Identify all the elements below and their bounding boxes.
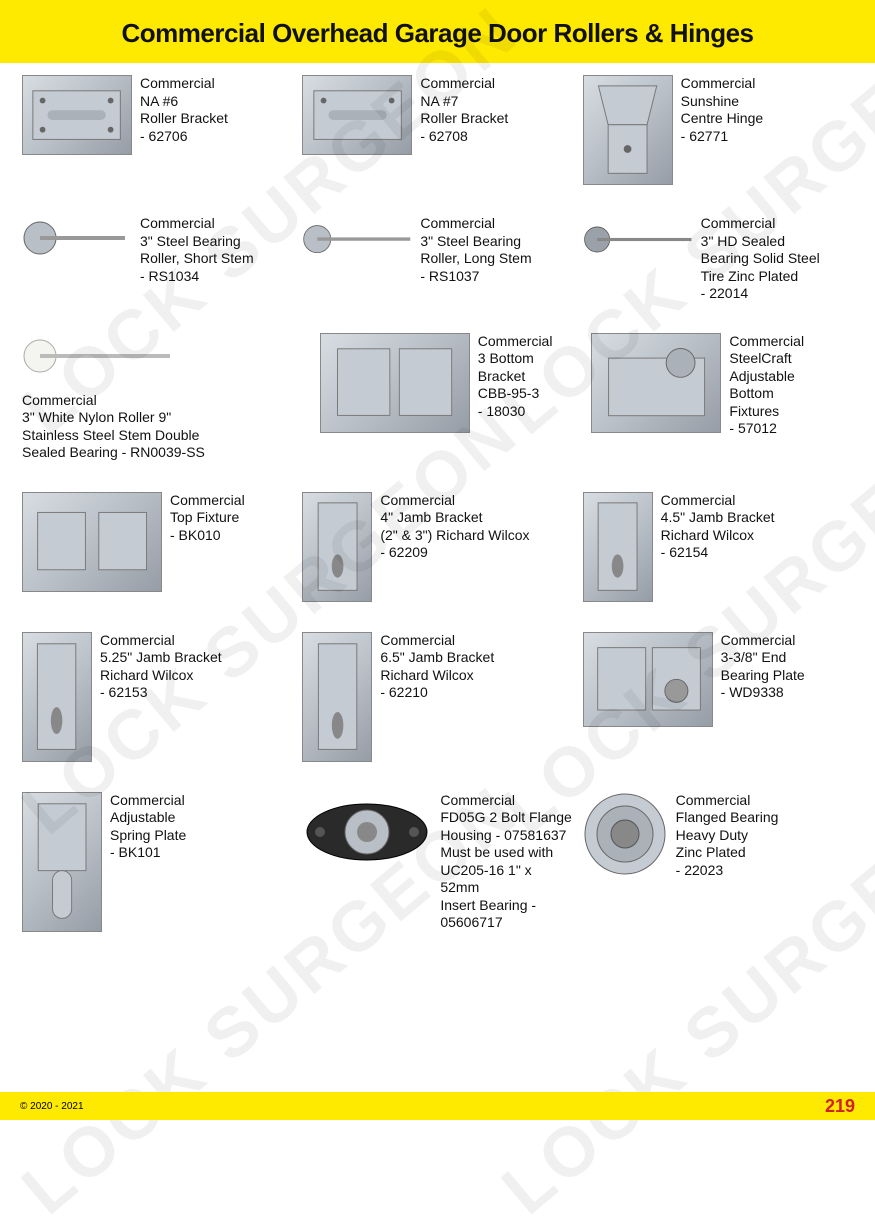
- product-cell: Commercial3" Steel BearingRoller, Short …: [22, 215, 292, 303]
- product-label: Commercial3 Bottom BracketCBB-95-3- 1803…: [478, 333, 582, 421]
- product-label: Commercial6.5" Jamb BracketRichard Wilco…: [380, 632, 494, 702]
- product-cell: Commercial3" HD SealedBearing Solid Stee…: [583, 215, 853, 303]
- product-label: Commercial3" HD SealedBearing Solid Stee…: [701, 215, 820, 303]
- product-cell: Commercial4.5" Jamb BracketRichard Wilco…: [583, 492, 853, 602]
- product-cell: CommercialFD05G 2 Bolt FlangeHousing - 0…: [302, 792, 572, 932]
- product-cell: CommercialNA #7Roller Bracket- 62708: [302, 75, 572, 185]
- product-image-steel-roller: [22, 215, 132, 275]
- product-cell: CommercialTop Fixture- BK010: [22, 492, 292, 602]
- product-label: Commercial3" Steel BearingRoller, Short …: [140, 215, 254, 285]
- product-cell: CommercialFlanged BearingHeavy DutyZinc …: [583, 792, 853, 932]
- product-row: CommercialAdjustableSpring Plate- BK101 …: [22, 792, 853, 932]
- product-label: Commercial5.25" Jamb BracketRichard Wilc…: [100, 632, 222, 702]
- product-cell: CommercialNA #6Roller Bracket- 62706: [22, 75, 292, 185]
- product-label: Commercial3-3/8" EndBearing Plate- WD933…: [721, 632, 805, 702]
- product-label: Commercial4" Jamb Bracket(2" & 3") Richa…: [380, 492, 529, 562]
- product-image-jamb-bracket: [583, 492, 653, 602]
- product-label: CommercialTop Fixture- BK010: [170, 492, 245, 545]
- product-image-roller-bracket: [302, 75, 412, 155]
- product-image-steel-roller: [302, 215, 412, 275]
- product-cell: CommercialAdjustableSpring Plate- BK101: [22, 792, 292, 932]
- product-label: Commercial3" Steel BearingRoller, Long S…: [420, 215, 531, 285]
- product-label: CommercialSteelCraftAdjustableBottomFixt…: [729, 333, 804, 438]
- footer-bar: © 2020 - 2021 219: [0, 1092, 875, 1120]
- product-image-jamb-bracket: [302, 632, 372, 762]
- product-cell: CommercialSteelCraftAdjustableBottomFixt…: [591, 333, 853, 462]
- product-label: Commercial3" White Nylon Roller 9"Stainl…: [22, 392, 205, 462]
- product-image-jamb-bracket: [22, 632, 92, 762]
- product-label: CommercialSunshineCentre Hinge- 62771: [681, 75, 764, 145]
- product-label: CommercialFlanged BearingHeavy DutyZinc …: [676, 792, 779, 880]
- product-image-flanged-bearing: [583, 792, 668, 877]
- product-label: CommercialFD05G 2 Bolt FlangeHousing - 0…: [440, 792, 572, 932]
- product-image-jamb-bracket: [302, 492, 372, 602]
- copyright-text: © 2020 - 2021: [20, 1101, 84, 1112]
- product-cell: Commercial3-3/8" EndBearing Plate- WD933…: [583, 632, 853, 762]
- product-cell: CommercialSunshineCentre Hinge- 62771: [583, 75, 853, 185]
- page-title: Commercial Overhead Garage Door Rollers …: [30, 18, 845, 49]
- product-row: Commercial5.25" Jamb BracketRichard Wilc…: [22, 632, 853, 762]
- product-row: Commercial3" Steel BearingRoller, Short …: [22, 215, 853, 303]
- product-cell: Commercial5.25" Jamb BracketRichard Wilc…: [22, 632, 292, 762]
- product-cell: Commercial4" Jamb Bracket(2" & 3") Richa…: [302, 492, 572, 602]
- page-number: 219: [825, 1096, 855, 1117]
- product-image-adjustable-bottom: [591, 333, 721, 433]
- product-row: CommercialTop Fixture- BK010 Commercial4…: [22, 492, 853, 602]
- product-cell: Commercial3" White Nylon Roller 9"Stainl…: [22, 333, 310, 462]
- product-image-steel-roller: [583, 215, 693, 275]
- product-cell: Commercial6.5" Jamb BracketRichard Wilco…: [302, 632, 572, 762]
- product-image-roller-bracket: [22, 75, 132, 155]
- product-label: CommercialAdjustableSpring Plate- BK101: [110, 792, 186, 862]
- product-label: Commercial4.5" Jamb BracketRichard Wilco…: [661, 492, 775, 562]
- product-image-spring-plate: [22, 792, 102, 932]
- product-label: CommercialNA #6Roller Bracket- 62706: [140, 75, 228, 145]
- product-image-end-bearing-plate: [583, 632, 713, 727]
- product-row: Commercial3" White Nylon Roller 9"Stainl…: [22, 333, 853, 462]
- product-cell: Commercial3 Bottom BracketCBB-95-3- 1803…: [320, 333, 582, 462]
- product-row: CommercialNA #6Roller Bracket- 62706 Com…: [22, 75, 853, 185]
- product-label: CommercialNA #7Roller Bracket- 62708: [420, 75, 508, 145]
- header-bar: Commercial Overhead Garage Door Rollers …: [0, 0, 875, 63]
- product-image-bottom-bracket: [320, 333, 470, 433]
- product-image-flange-housing: [302, 792, 432, 872]
- product-image-nylon-roller: [22, 333, 172, 388]
- catalog-content: CommercialNA #6Roller Bracket- 62706 Com…: [0, 63, 875, 932]
- product-image-top-fixture: [22, 492, 162, 592]
- product-image-centre-hinge: [583, 75, 673, 185]
- product-cell: Commercial3" Steel BearingRoller, Long S…: [302, 215, 572, 303]
